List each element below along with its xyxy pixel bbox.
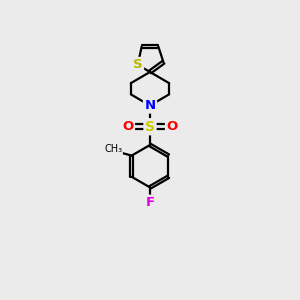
Text: O: O (122, 120, 134, 133)
Text: CH₃: CH₃ (104, 144, 122, 154)
Text: F: F (146, 196, 154, 209)
Text: O: O (167, 120, 178, 133)
Text: N: N (144, 99, 156, 112)
Text: S: S (133, 58, 142, 71)
Text: S: S (145, 120, 155, 134)
